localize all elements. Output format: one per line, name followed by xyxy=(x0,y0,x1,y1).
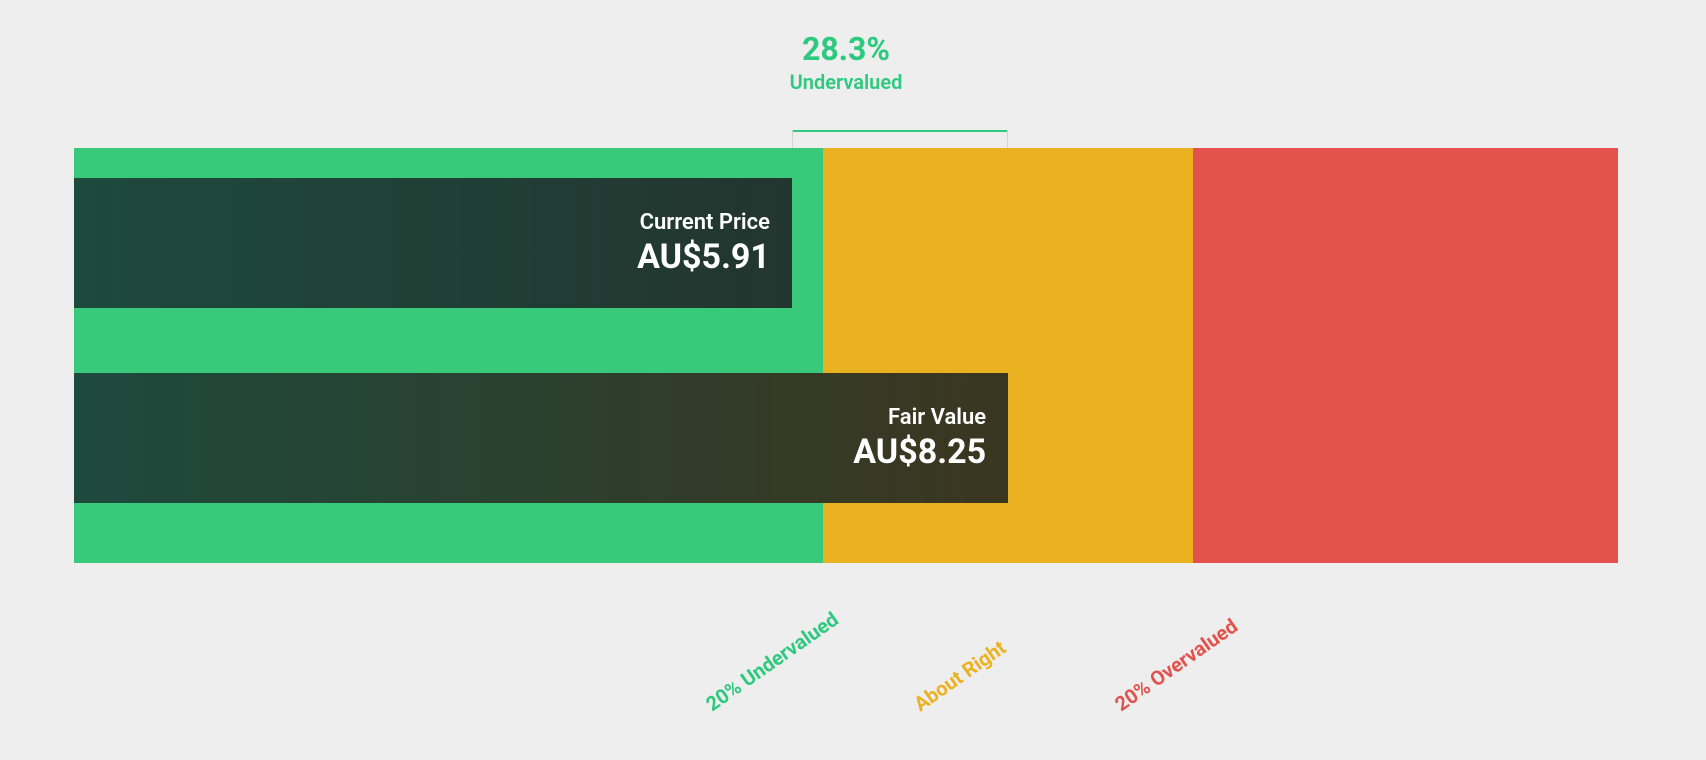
gap-bracket xyxy=(792,130,1008,148)
chart-header: 28.3% Undervalued xyxy=(74,30,1618,94)
bar-current-price: Current PriceAU$5.91 xyxy=(74,178,792,308)
zone-label-0: 20% Undervalued xyxy=(701,607,842,716)
bar-label-fair-value: Fair Value xyxy=(853,405,986,430)
zone-label-1: About Right xyxy=(909,635,1010,716)
zone-labels: 20% Undervalued About Right 20% Overvalued xyxy=(74,576,1618,716)
undervalued-percent: 28.3% xyxy=(74,30,1618,68)
bar-label-current-price: Current Price xyxy=(637,210,770,235)
zone-label-2: 20% Overvalued xyxy=(1110,614,1242,716)
undervalued-status: Undervalued xyxy=(74,70,1618,94)
bar-value-fair-value: AU$8.25 xyxy=(853,432,986,472)
bar-value-current-price: AU$5.91 xyxy=(637,237,770,277)
bar-fair-value: Fair ValueAU$8.25 xyxy=(74,373,1008,503)
bracket-line xyxy=(792,130,1008,132)
zone-overvalued xyxy=(1193,148,1618,563)
